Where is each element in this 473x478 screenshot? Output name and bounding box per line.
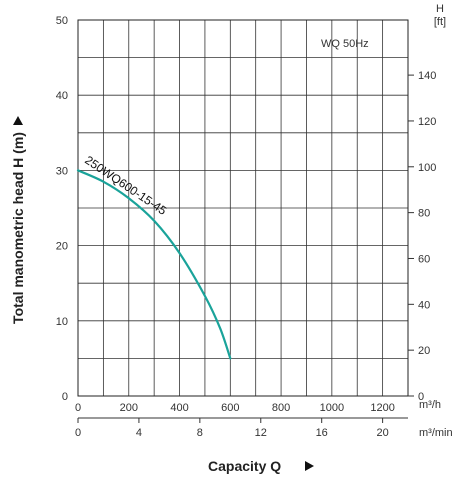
- x-tick-label-m3h: 1000: [320, 402, 344, 414]
- right-axis-unit-H: H: [436, 3, 444, 15]
- y-tick-label: 40: [56, 90, 68, 102]
- x-tick-label-m3h: 200: [120, 402, 138, 414]
- y-axis-arrow-icon: [13, 116, 23, 125]
- y-tick-label: 50: [56, 15, 68, 27]
- x-tick-label-m3h: 600: [221, 402, 239, 414]
- y-tick-label: 30: [56, 165, 68, 177]
- x-tick-label-m3min: 4: [136, 427, 142, 439]
- x-axis-m3h-unit: m³/h: [419, 399, 441, 411]
- right-axis-tick-label: 20: [418, 345, 430, 357]
- x-axis-m3h-ticks: 0 200 400 600 800 1000 1200: [75, 402, 395, 414]
- x-tick-label-m3min: 0: [75, 427, 81, 439]
- right-axis-tick-label: 140: [418, 70, 436, 82]
- y-axis-title: Total manometric head H (m): [10, 132, 26, 324]
- y-axis-ticks: 0 10 20 30 40 50: [56, 15, 68, 403]
- right-axis-tick-label: 100: [418, 162, 436, 174]
- grid: [78, 20, 408, 396]
- x-tick-label-m3h: 800: [272, 402, 290, 414]
- x-tick-label-m3h: 0: [75, 402, 81, 414]
- x-tick-label-m3h: 1200: [370, 402, 394, 414]
- y-tick-label: 10: [56, 316, 68, 328]
- right-axis-tick-label: 0: [418, 391, 424, 403]
- x-tick-label-m3min: 12: [255, 427, 267, 439]
- x-tick-label-m3min: 20: [376, 427, 388, 439]
- series-line-250WQ600-15-45: [76, 169, 232, 360]
- right-axis-tick-label: 40: [418, 299, 430, 311]
- x-axis-title: Capacity Q: [208, 458, 281, 474]
- chart-annotation: WQ 50Hz: [321, 38, 369, 50]
- x-axis-m3min: 0 4 8 12 16 20: [75, 417, 408, 439]
- right-axis-unit-ft: [ft]: [434, 16, 446, 28]
- x-tick-label-m3min: 16: [316, 427, 328, 439]
- x-axis-m3min-unit: m³/min: [419, 427, 453, 439]
- right-axis-tick-label: 60: [418, 253, 430, 265]
- x-tick-label-m3min: 8: [197, 427, 203, 439]
- y-tick-label: 20: [56, 241, 68, 253]
- right-axis-tick-label: 80: [418, 208, 430, 220]
- x-axis-arrow-icon: [305, 461, 314, 471]
- right-axis-tick-label: 120: [418, 116, 436, 128]
- y-tick-label: 0: [62, 391, 68, 403]
- right-axis-ticks: 0 20 40 60 80 100 120 140: [408, 70, 436, 403]
- plot-frame: [77, 19, 409, 397]
- x-tick-label-m3h: 400: [170, 402, 188, 414]
